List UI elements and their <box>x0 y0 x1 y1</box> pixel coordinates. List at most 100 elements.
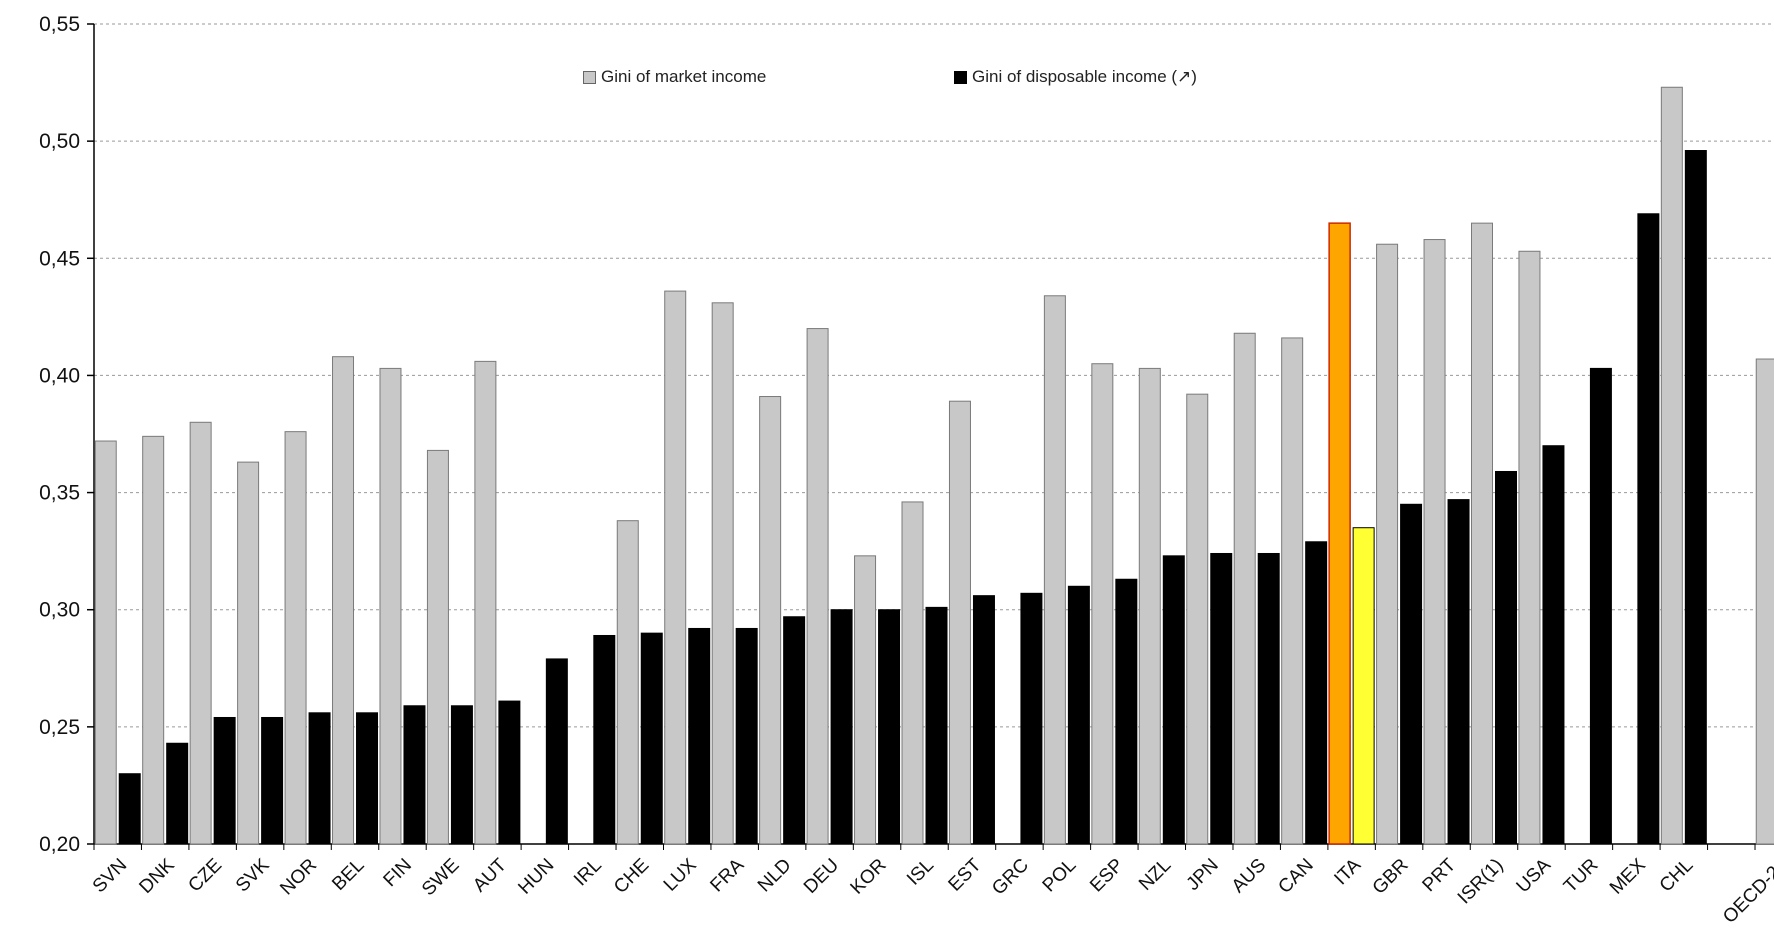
bar-disposable-hun <box>545 658 568 845</box>
x-category-label: DNK <box>136 854 179 897</box>
bar-market-deu <box>806 328 829 845</box>
bar-market-fin <box>379 367 402 845</box>
bar-market-nzl <box>1138 367 1161 845</box>
bar-market-swe <box>426 449 449 845</box>
x-category-label: MEX <box>1606 854 1650 898</box>
bar-market-pol <box>1043 295 1066 845</box>
y-tick-label: 0,50 <box>39 130 80 153</box>
bar-disposable-prt <box>1447 499 1470 845</box>
x-category-label: LUX <box>660 854 701 895</box>
bar-market-isl <box>901 501 924 845</box>
x-category-label: PRT <box>1419 854 1461 896</box>
x-category-label: POL <box>1039 855 1081 897</box>
bar-disposable-fin <box>403 705 426 845</box>
x-category-label: CZE <box>184 855 226 897</box>
x-category-label: EST <box>945 854 986 895</box>
bar-market-dnk <box>142 435 165 845</box>
bar-disposable-lux <box>688 627 711 845</box>
bar-market-can <box>1281 337 1304 845</box>
x-category-label: FRA <box>706 854 748 896</box>
bar-market-chl <box>1660 86 1683 845</box>
bar-disposable-pol <box>1067 585 1090 845</box>
bar-market-kor <box>854 555 877 845</box>
x-category-label: ESP <box>1086 855 1128 897</box>
y-tick-label: 0,20 <box>39 833 80 856</box>
bar-market-svn <box>94 440 117 845</box>
x-category-label: ISL <box>903 855 938 890</box>
bar-disposable-gbr <box>1400 503 1423 845</box>
bar-disposable-irl <box>593 634 616 845</box>
x-category-label: IRL <box>570 855 606 891</box>
x-category-label: CAN <box>1274 855 1317 898</box>
x-category-label: JPN <box>1183 855 1223 895</box>
legend-disposable: Gini of disposable income (↗) <box>954 66 1197 88</box>
bar-market-nor <box>284 431 307 845</box>
bar-disposable-kor <box>878 609 901 845</box>
bar-disposable-nzl <box>1162 555 1185 845</box>
bar-disposable-aut <box>498 700 521 845</box>
bar-disposable-fra <box>735 627 758 845</box>
bar-market-che <box>616 520 639 845</box>
bar-disposable-isl <box>925 606 948 845</box>
x-category-label: GRC <box>988 855 1033 900</box>
bar-disposable-dnk <box>166 742 189 845</box>
bar-market-aut <box>474 360 497 845</box>
x-category-label: DEU <box>800 855 843 898</box>
x-category-label: AUS <box>1228 855 1270 897</box>
legend-market-swatch <box>583 70 596 84</box>
x-category-label: KOR <box>847 855 891 899</box>
legend-market: Gini of market income <box>583 66 766 88</box>
bar-disposable-swe <box>450 705 473 845</box>
legend-disposable-label: Gini of disposable income (↗) <box>972 67 1197 86</box>
y-tick-label: 0,30 <box>39 599 80 622</box>
x-category-label: AUT <box>469 854 511 896</box>
x-category-label: ISR(1) <box>1454 855 1508 909</box>
bar-disposable-usa <box>1542 445 1565 845</box>
bar-market-oecd29 <box>1755 358 1774 845</box>
bar-market-est <box>948 400 971 845</box>
x-category-label: HUN <box>514 855 558 899</box>
bar-disposable-svn <box>118 773 141 845</box>
bar-market-lux <box>664 290 687 845</box>
bar-disposable-cze <box>213 716 236 845</box>
bar-market-ita <box>1328 222 1351 845</box>
y-tick-label: 0,25 <box>39 716 80 739</box>
bar-disposable-chl <box>1684 150 1707 845</box>
bar-market-cze <box>189 421 212 845</box>
bar-disposable-che <box>640 632 663 845</box>
bar-market-isr1 <box>1471 222 1493 845</box>
x-category-label: USA <box>1513 854 1556 897</box>
legend-disposable-swatch <box>954 70 967 84</box>
bar-market-gbr <box>1376 243 1399 845</box>
bar-disposable-nld <box>783 616 806 845</box>
bar-disposable-grc <box>1020 592 1043 845</box>
bar-disposable-aus <box>1257 552 1280 845</box>
bar-market-bel <box>332 356 355 845</box>
bar-market-nld <box>759 396 782 845</box>
x-category-label: GBR <box>1369 855 1413 899</box>
bar-disposable-deu <box>830 609 853 845</box>
bar-market-fra <box>711 302 734 845</box>
x-category-label: ITA <box>1330 854 1365 889</box>
x-category-label: SVN <box>89 855 131 897</box>
bar-disposable-mex <box>1637 213 1660 845</box>
bar-disposable-can <box>1305 541 1328 845</box>
bar-disposable-tur <box>1589 367 1612 845</box>
bar-disposable-isr1 <box>1495 470 1517 845</box>
x-category-label: OECD-29 <box>1719 855 1774 928</box>
bar-disposable-nor <box>308 712 331 845</box>
x-category-label: NZL <box>1135 855 1175 895</box>
bar-disposable-ita <box>1352 527 1375 845</box>
bar-market-aus <box>1233 332 1256 845</box>
legend-market-label: Gini of market income <box>601 67 767 86</box>
x-category-label: SWE <box>418 855 463 900</box>
x-category-label: NOR <box>276 855 321 900</box>
bar-market-jpn <box>1186 393 1209 845</box>
bar-market-esp <box>1091 363 1114 845</box>
bar-disposable-jpn <box>1210 552 1233 845</box>
bar-disposable-esp <box>1115 578 1138 845</box>
bar-disposable-bel <box>356 712 379 845</box>
x-category-label: TUR <box>1560 855 1602 897</box>
y-tick-label: 0,45 <box>39 247 80 270</box>
